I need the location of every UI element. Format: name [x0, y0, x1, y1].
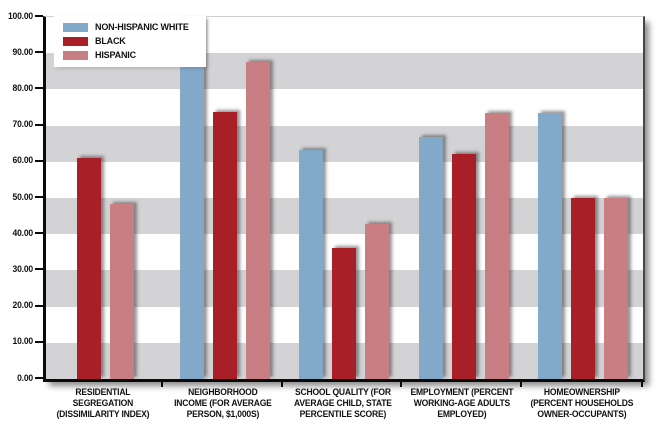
y-axis-tick: [35, 304, 43, 307]
x-axis-label-cell: HOMEOWNERSHIP (PERCENT HOUSEHOLDS OWNER-…: [522, 387, 642, 420]
bar-black: [213, 112, 238, 379]
y-axis-tick-label: 40.00: [12, 227, 34, 238]
y-axis-tick-label: 0.00: [17, 372, 33, 383]
x-axis-tick: [641, 381, 643, 387]
bar-group: [46, 17, 165, 379]
y-axis-tick: [35, 51, 43, 54]
legend-swatch-icon: [63, 51, 88, 60]
x-axis-tick: [400, 381, 403, 387]
x-axis-tick: [519, 381, 522, 387]
bar-non-hispanic-white: [538, 113, 563, 379]
x-axis-label-cell: EMPLOYMENT (PERCENT WORKING-AGE ADULTS E…: [402, 387, 522, 420]
y-axis-tick: [35, 196, 43, 198]
bar-black: [571, 198, 596, 379]
y-axis-tick-label: 70.00: [12, 119, 34, 130]
y-axis-tick-label: 60.00: [12, 155, 34, 166]
x-axis-label-cell: SCHOOL QUALITY (FOR AVERAGE CHILD, STATE…: [283, 387, 403, 420]
x-axis-label: EMPLOYMENT (PERCENT WORKING-AGE ADULTS E…: [410, 387, 514, 419]
bar-hispanic: [484, 112, 509, 379]
bar-black: [332, 248, 357, 379]
plot-area: NON-HISPANIC WHITE BLACK HISPANIC: [43, 16, 645, 382]
bar-group: [404, 17, 523, 379]
y-axis-tick-label: 30.00: [12, 263, 34, 274]
x-axis-label: HOMEOWNERSHIP (PERCENT HOUSEHOLDS OWNER-…: [530, 387, 634, 419]
legend-label: HISPANIC: [95, 50, 136, 61]
legend: NON-HISPANIC WHITE BLACK HISPANIC: [54, 16, 206, 67]
bar-non-hispanic-white: [299, 149, 324, 379]
legend-item: NON-HISPANIC WHITE: [63, 22, 194, 33]
bar-non-hispanic-white: [418, 137, 443, 379]
x-axis-label: NEIGHBORHOOD INCOME (FOR AVERAGE PERSON,…: [173, 387, 272, 419]
bar-group: [285, 17, 404, 379]
bar-black: [77, 158, 102, 379]
bar-hispanic: [365, 224, 390, 379]
bar-non-hispanic-white: [180, 21, 205, 379]
legend-swatch-icon: [63, 37, 88, 46]
y-axis-tick-label: 80.00: [12, 82, 34, 93]
bar-black: [451, 154, 476, 379]
y-axis-tick: [35, 340, 43, 343]
x-axis-tick: [161, 381, 164, 387]
y-axis-tick: [35, 123, 43, 126]
bar-hispanic: [604, 198, 629, 379]
y-axis-tick: [35, 159, 43, 162]
legend-label: BLACK: [95, 36, 126, 47]
legend-item: HISPANIC: [63, 50, 194, 61]
y-axis-tick-label: 100.00: [7, 10, 33, 21]
y-axis-tick: [35, 377, 43, 379]
y-axis-tick: [35, 15, 43, 17]
y-axis-tick-label: 20.00: [12, 300, 34, 311]
x-axis-labels: RESIDENTIAL SEGREGATION (DISSIMILARITY I…: [43, 387, 642, 420]
y-axis-tick: [35, 268, 43, 271]
y-axis-tick: [35, 232, 43, 235]
y-axis: 0.00 10.00 20.00 30.00 40.00 50.00 60.00 70.00 8…: [0, 0, 43, 424]
bar-groups: [46, 17, 643, 379]
bar-hispanic: [246, 62, 271, 379]
y-axis-tick-label: 10.00: [12, 336, 34, 347]
legend-item: BLACK: [63, 36, 194, 47]
bar-hispanic: [110, 203, 135, 379]
x-axis-label: SCHOOL QUALITY (FOR AVERAGE CHILD, STATE…: [293, 387, 392, 419]
x-axis-tick: [280, 381, 283, 387]
bar-group: [165, 17, 284, 379]
bar-group: [524, 17, 643, 379]
legend-label: NON-HISPANIC WHITE: [95, 22, 189, 33]
x-axis-label-cell: RESIDENTIAL SEGREGATION (DISSIMILARITY I…: [43, 387, 163, 420]
y-axis-tick-label: 90.00: [12, 46, 34, 57]
x-axis-label-cell: NEIGHBORHOOD INCOME (FOR AVERAGE PERSON,…: [163, 387, 283, 420]
y-axis-tick-label: 50.00: [12, 191, 34, 202]
y-axis-tick: [35, 87, 43, 90]
legend-swatch-icon: [63, 23, 88, 32]
x-axis-label: RESIDENTIAL SEGREGATION (DISSIMILARITY I…: [56, 387, 150, 419]
